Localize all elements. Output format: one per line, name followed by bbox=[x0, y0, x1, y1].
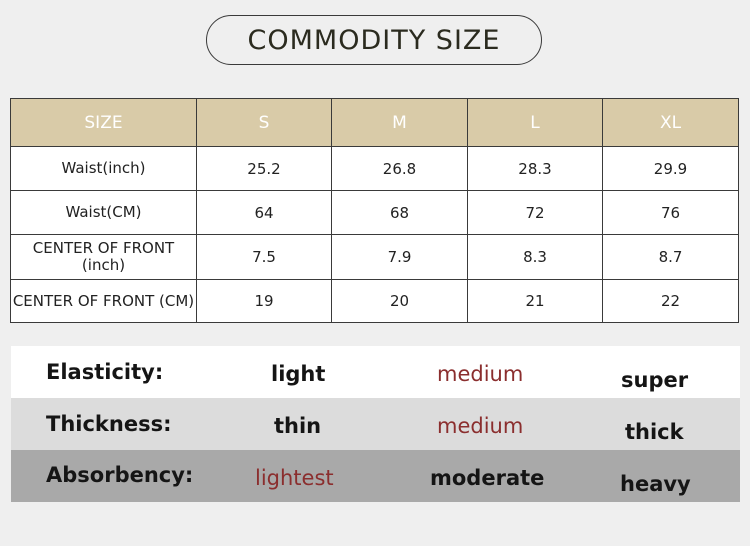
thickness-option-thin: thin bbox=[274, 414, 322, 438]
table-cell: 72 bbox=[467, 190, 603, 235]
table-cell: 29.9 bbox=[602, 146, 739, 191]
row-label: CENTER OF FRONT (inch) bbox=[10, 234, 197, 280]
thickness-option-medium: medium bbox=[437, 414, 524, 438]
thickness-label: Thickness: bbox=[46, 412, 172, 436]
table-cell: 8.3 bbox=[467, 234, 603, 280]
column-header-m: M bbox=[331, 98, 468, 147]
elasticity-option-super: super bbox=[621, 368, 689, 392]
table-cell: 7.5 bbox=[196, 234, 332, 280]
elasticity-option-medium: medium bbox=[437, 362, 524, 386]
row-label: CENTER OF FRONT (CM) bbox=[10, 279, 197, 323]
table-cell: 21 bbox=[467, 279, 603, 323]
table-cell: 7.9 bbox=[331, 234, 468, 280]
absorbency-option-lightest: lightest bbox=[255, 466, 334, 490]
column-header-s: S bbox=[196, 98, 332, 147]
table-cell: 68 bbox=[331, 190, 468, 235]
column-header-size: SIZE bbox=[10, 98, 197, 147]
elasticity-row: Elasticity: light medium super bbox=[11, 346, 740, 398]
page-title: COMMODITY SIZE bbox=[206, 15, 542, 65]
table-row: CENTER OF FRONT (inch) 7.5 7.9 8.3 8.7 bbox=[10, 234, 739, 280]
table-row: Waist(CM) 64 68 72 76 bbox=[10, 190, 739, 235]
table-cell: 26.8 bbox=[331, 146, 468, 191]
table-header-row: SIZE S M L XL bbox=[10, 98, 739, 147]
table-row: CENTER OF FRONT (CM) 19 20 21 22 bbox=[10, 279, 739, 323]
size-chart-table: SIZE S M L XL Waist(inch) 25.2 26.8 28.3… bbox=[10, 98, 739, 323]
table-cell: 76 bbox=[602, 190, 739, 235]
absorbency-option-moderate: moderate bbox=[430, 466, 545, 490]
table-cell: 8.7 bbox=[602, 234, 739, 280]
table-cell: 28.3 bbox=[467, 146, 603, 191]
row-label: Waist(CM) bbox=[10, 190, 197, 235]
absorbency-row: Absorbency: lightest moderate heavy bbox=[11, 450, 740, 502]
table-cell: 19 bbox=[196, 279, 332, 323]
thickness-row: Thickness: thin medium thick bbox=[11, 398, 740, 450]
column-header-xl: XL bbox=[602, 98, 739, 147]
elasticity-label: Elasticity: bbox=[46, 360, 164, 384]
absorbency-label: Absorbency: bbox=[46, 463, 194, 487]
table-cell: 22 bbox=[602, 279, 739, 323]
table-cell: 64 bbox=[196, 190, 332, 235]
column-header-l: L bbox=[467, 98, 603, 147]
table-row: Waist(inch) 25.2 26.8 28.3 29.9 bbox=[10, 146, 739, 191]
row-label: Waist(inch) bbox=[10, 146, 197, 191]
table-cell: 20 bbox=[331, 279, 468, 323]
absorbency-option-heavy: heavy bbox=[620, 472, 691, 496]
elasticity-option-light: light bbox=[271, 362, 326, 386]
fabric-properties-panel: Elasticity: light medium super Thickness… bbox=[11, 346, 740, 502]
table-cell: 25.2 bbox=[196, 146, 332, 191]
thickness-option-thick: thick bbox=[625, 420, 684, 444]
